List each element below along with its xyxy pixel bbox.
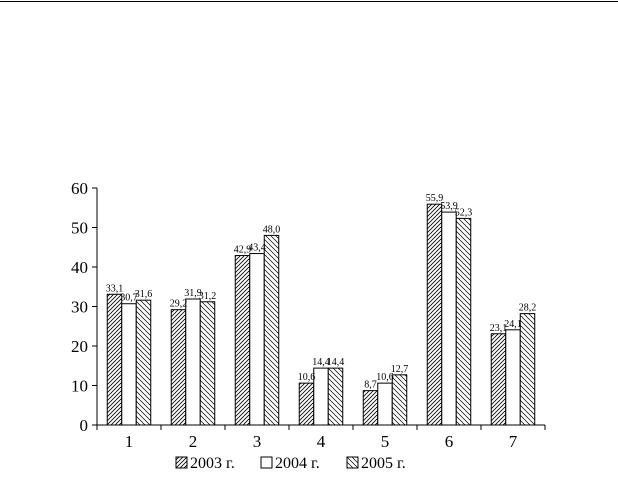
x-tick-label: 1 [125,432,134,451]
y-tick-label: 60 [71,179,88,198]
data-label: 30,7 [120,293,138,304]
y-tick-label: 20 [71,337,88,356]
data-label: 12,7 [391,364,409,375]
data-label: 31,6 [135,289,153,300]
legend-swatch [175,456,188,469]
y-tick-label: 30 [71,298,88,317]
bar [170,309,187,426]
bar [490,333,507,426]
bar [298,382,315,426]
legend: 2003 г. 2004 г. 2005 г. [175,455,406,472]
legend-label: 2005 г. [361,455,406,472]
bar [313,367,329,426]
x-tick-label: 3 [253,432,262,451]
bar [185,298,201,426]
data-label: 52,3 [455,207,473,218]
bar [249,253,265,426]
legend-label: 2004 г. [275,455,320,472]
bar [106,293,123,426]
data-label: 10,6 [298,372,316,383]
bar [426,203,443,426]
data-label: 23,1 [490,323,508,334]
data-label: 31,9 [184,288,202,299]
data-label: 8,7 [364,380,377,391]
data-label: 53,9 [440,201,458,212]
bar [199,301,216,426]
legend-swatch [260,456,273,469]
x-tick-label: 2 [189,432,198,451]
data-label: 55,9 [426,193,444,204]
data-label: 33,1 [106,283,124,294]
x-tick-label: 6 [445,432,454,451]
bar [234,255,251,426]
x-tick-label: 4 [317,432,326,451]
bar [135,299,152,426]
x-tick-label: 7 [509,432,518,451]
data-label: 14,4 [327,357,345,368]
bar [505,329,521,426]
data-label: 24,1 [504,319,522,330]
bar [362,390,379,426]
data-label: 43,4 [248,243,266,254]
data-label: 48,0 [263,224,281,235]
data-labels: 33,130,731,6 29,231,931,2 42,943,4 48,0 10,6… [106,193,537,390]
bar [519,313,536,426]
bars [106,203,536,426]
bar [391,374,408,426]
y-tick-label: 10 [71,377,88,396]
y-tick-label: 50 [71,219,88,238]
bar [377,382,393,426]
data-label: 29,2 [170,299,188,310]
bar [121,303,137,426]
top-rule [0,1,618,2]
y-tick-label: 40 [71,258,88,277]
data-label: 14,4 [312,357,330,368]
legend-swatch [346,456,359,469]
bar [455,217,472,426]
bar [327,367,344,426]
legend-label: 2003 г. [190,455,235,472]
bar [263,234,280,426]
y-tick-label: 0 [80,416,89,435]
data-label: 31,2 [199,291,217,302]
x-tick-label: 5 [381,432,390,451]
data-label: 10,6 [376,372,394,383]
bar [441,211,457,426]
data-label: 42,9 [234,245,252,256]
data-label: 28,2 [519,303,537,314]
